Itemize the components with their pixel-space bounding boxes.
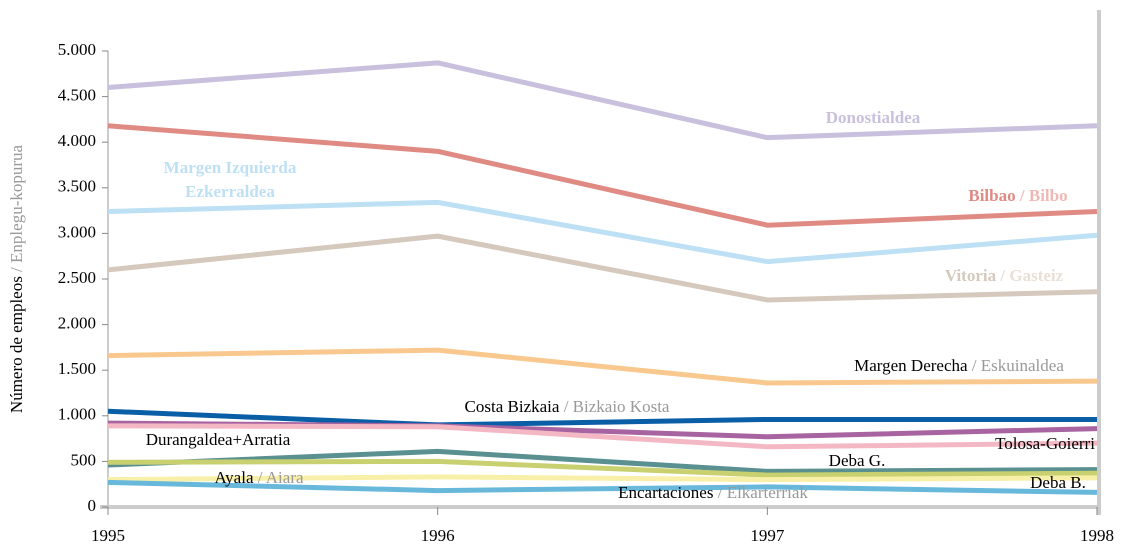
x-tick-label: 1996 xyxy=(421,526,455,545)
series-label: Bilbao / Bilbo xyxy=(968,186,1067,205)
series-line xyxy=(107,233,1098,303)
label-sep: / xyxy=(968,356,981,375)
series-line xyxy=(107,408,1097,428)
y-tick-label: 2.500 xyxy=(58,268,96,287)
label-alt: Bizkaio Kosta xyxy=(573,397,670,416)
series-line xyxy=(107,60,1098,141)
y-tick-label: 1.500 xyxy=(58,359,96,378)
x-tick-label: 1998 xyxy=(1080,526,1114,545)
series-label: Tolosa-Goierri xyxy=(995,434,1095,453)
series-label: Vitoria / Gasteiz xyxy=(945,266,1064,285)
x-tick-label: 1995 xyxy=(91,526,125,545)
label-main: Donostialdea xyxy=(826,108,921,127)
label-sep: / xyxy=(1016,186,1029,205)
y-label-main: Número de empleos xyxy=(7,276,26,413)
y-label-alt: Enplegu-kopurua xyxy=(7,144,26,262)
label-sep: / xyxy=(713,483,726,502)
y-axis-label: Número de empleos / Enplegu-kopurua xyxy=(7,144,26,413)
label-main: Ayala xyxy=(214,468,253,487)
series-label: Costa Bizkaia / Bizkaio Kosta xyxy=(465,397,670,416)
x-tick-label: 1997 xyxy=(750,526,785,545)
series-line xyxy=(107,123,1098,228)
y-tick-label: 3.500 xyxy=(58,177,96,196)
label-alt: Bilbo xyxy=(1029,186,1068,205)
label-sep: / xyxy=(559,397,572,416)
series-line xyxy=(107,474,1098,483)
series-label: Margen Derecha / Eskuinaldea xyxy=(854,356,1064,375)
series-label: Donostialdea xyxy=(826,108,921,127)
series-label: Deba B. xyxy=(1030,473,1086,492)
y-label-sep: / xyxy=(7,263,26,276)
y-tick-label: 2.000 xyxy=(58,314,96,333)
series-label: Ayala / Aiara xyxy=(214,468,304,487)
series-line xyxy=(107,347,1098,386)
label-sep: / xyxy=(253,468,265,487)
label-main: Deba B. xyxy=(1030,473,1086,492)
label-sep: / xyxy=(996,266,1009,285)
label-alt: Aiara xyxy=(266,468,304,487)
label-main: Encartaciones xyxy=(618,483,713,502)
y-tick-label: 4.500 xyxy=(58,86,96,105)
series-label-alt: Ezkerraldea xyxy=(185,182,275,201)
y-tick-label: 4.000 xyxy=(58,131,96,150)
series-line xyxy=(107,448,1098,474)
y-tick-label: 500 xyxy=(71,450,97,469)
label-main: Costa Bizkaia xyxy=(465,397,560,416)
series-line xyxy=(107,458,1098,478)
series-label: Durangaldea+Arratia xyxy=(146,430,291,449)
label-main: Bilbao xyxy=(968,186,1015,205)
label-alt: Gasteiz xyxy=(1009,266,1063,285)
y-tick-label: 0 xyxy=(88,496,97,515)
series-line xyxy=(107,423,1098,450)
y-tick-label: 1.000 xyxy=(58,405,96,424)
label-main: Tolosa-Goierri xyxy=(995,434,1095,453)
series-label: Margen Izquierda xyxy=(164,158,297,177)
series-label: Encartaciones / Elkarterriak xyxy=(618,483,808,502)
series-line xyxy=(107,199,1098,265)
label-main: Deba G. xyxy=(829,451,886,470)
label-main: Vitoria xyxy=(945,266,997,285)
label-main: Margen Derecha xyxy=(854,356,968,375)
y-tick-label: 5.000 xyxy=(58,40,96,59)
series-line xyxy=(107,479,1098,495)
series-label: Deba G. xyxy=(829,451,886,470)
label-alt: Elkarterriak xyxy=(727,483,809,502)
y-tick-label: 3.000 xyxy=(58,222,96,241)
label-alt: Eskuinaldea xyxy=(981,356,1065,375)
label-main: Durangaldea+Arratia xyxy=(146,430,291,449)
